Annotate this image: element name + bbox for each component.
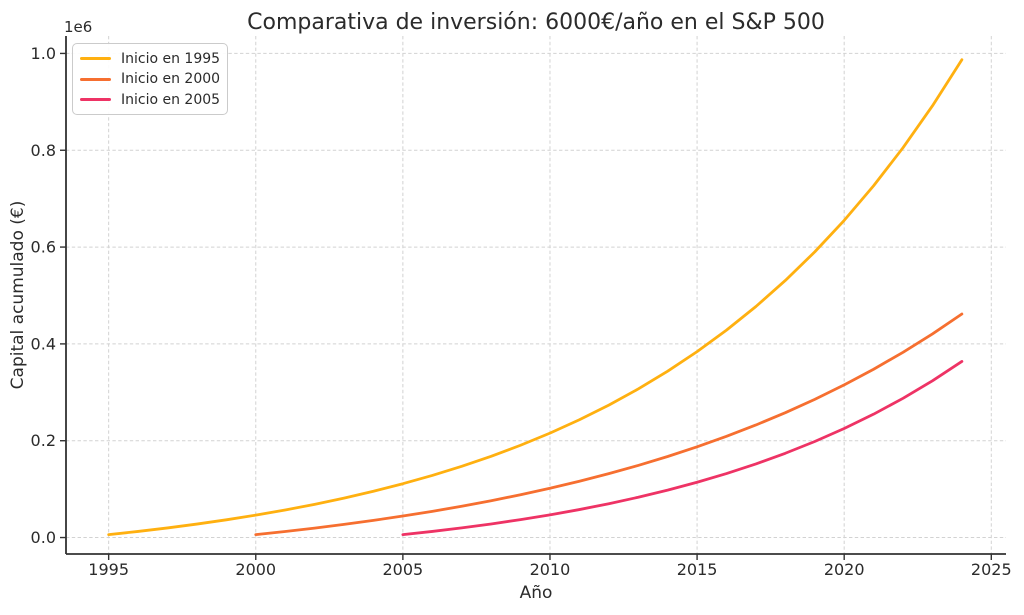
x-tick-label: 2010 <box>530 560 571 579</box>
data-series <box>107 58 964 537</box>
x-axis-label: Año <box>520 583 553 603</box>
legend-label: Inicio en 2000 <box>121 71 221 87</box>
y-tick-label: 1.0 <box>31 44 56 63</box>
y-tick-label: 0.8 <box>31 141 56 160</box>
chart-title: Comparativa de inversión: 6000€/año en e… <box>247 10 825 35</box>
axis-ticks: 1995 2000 2005 2010 2015 2020 2025 0.0 0.2 0.4 0.6… <box>31 44 1012 579</box>
x-tick-label: 2020 <box>824 560 865 579</box>
gridlines <box>66 36 1006 554</box>
series-line <box>401 360 964 537</box>
legend-item: Inicio en 1995 <box>80 50 221 67</box>
legend: Inicio en 1995 Inicio en 2000 Inicio en … <box>72 43 228 115</box>
legend-line-swatch <box>80 98 111 101</box>
x-tick-label: 2015 <box>677 560 718 579</box>
x-tick-label: 2000 <box>235 560 276 579</box>
x-tick-label: 2005 <box>383 560 424 579</box>
y-tick-label: 0.0 <box>31 528 56 547</box>
series-line <box>254 312 964 537</box>
legend-label: Inicio en 1995 <box>121 50 221 67</box>
axes-spines <box>65 36 1006 555</box>
x-tick-label: 1995 <box>88 560 129 579</box>
legend-line-swatch <box>80 77 111 81</box>
y-tick-label: 0.2 <box>31 431 56 450</box>
legend-label: Inicio en 2005 <box>121 91 221 108</box>
y-axis-label: Capital acumulado (€) <box>8 201 28 390</box>
legend-item: Inicio en 2000 <box>80 71 221 87</box>
y-tick-label: 0.4 <box>31 334 56 353</box>
legend-line-swatch <box>80 57 111 60</box>
series-line <box>107 58 964 537</box>
y-axis-offset-label: 1e6 <box>64 18 92 36</box>
legend-item: Inicio en 2005 <box>80 91 221 108</box>
x-tick-label: 2025 <box>971 560 1012 579</box>
y-tick-label: 0.6 <box>31 238 56 257</box>
